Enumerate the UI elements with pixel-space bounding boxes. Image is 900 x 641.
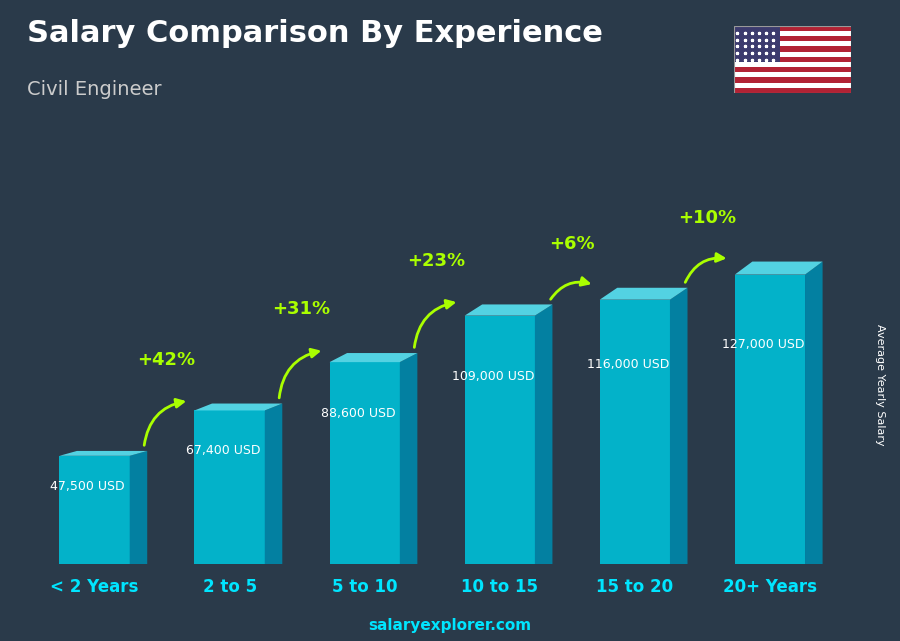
Text: 88,600 USD: 88,600 USD [320,406,395,420]
Polygon shape [734,274,805,564]
Text: 67,400 USD: 67,400 USD [185,444,260,457]
Polygon shape [464,315,535,564]
Bar [734,31,850,36]
Text: Civil Engineer: Civil Engineer [27,80,162,99]
Polygon shape [400,353,418,564]
Polygon shape [194,410,265,564]
Text: +10%: +10% [678,209,736,227]
Bar [734,36,850,41]
Polygon shape [599,288,688,300]
Polygon shape [599,300,670,564]
Polygon shape [805,262,823,564]
Bar [734,67,850,72]
Bar [734,72,850,78]
Bar [734,88,850,93]
Bar [734,56,850,62]
Text: Average Yearly Salary: Average Yearly Salary [875,324,886,445]
Text: salaryexplorer.com: salaryexplorer.com [368,619,532,633]
Bar [734,26,850,31]
Text: Salary Comparison By Experience: Salary Comparison By Experience [27,19,603,48]
Polygon shape [670,288,688,564]
Polygon shape [734,262,823,274]
Text: +6%: +6% [549,235,595,253]
Polygon shape [130,451,148,564]
Bar [734,26,780,62]
Bar [734,83,850,88]
Polygon shape [329,362,400,564]
Bar [734,62,850,67]
Text: 127,000 USD: 127,000 USD [722,338,805,351]
Polygon shape [464,304,553,315]
Bar [734,41,850,46]
Polygon shape [329,353,418,362]
Text: 47,500 USD: 47,500 USD [50,479,125,493]
Text: 109,000 USD: 109,000 USD [452,370,535,383]
Text: +23%: +23% [408,252,465,270]
Bar [734,46,850,51]
Bar [734,78,850,83]
Polygon shape [535,304,553,564]
Polygon shape [194,404,283,410]
Polygon shape [59,456,130,564]
Text: +42%: +42% [138,351,195,369]
Text: 116,000 USD: 116,000 USD [587,358,670,371]
Polygon shape [265,404,283,564]
Text: +31%: +31% [273,300,330,319]
Bar [734,51,850,56]
Polygon shape [59,451,148,456]
